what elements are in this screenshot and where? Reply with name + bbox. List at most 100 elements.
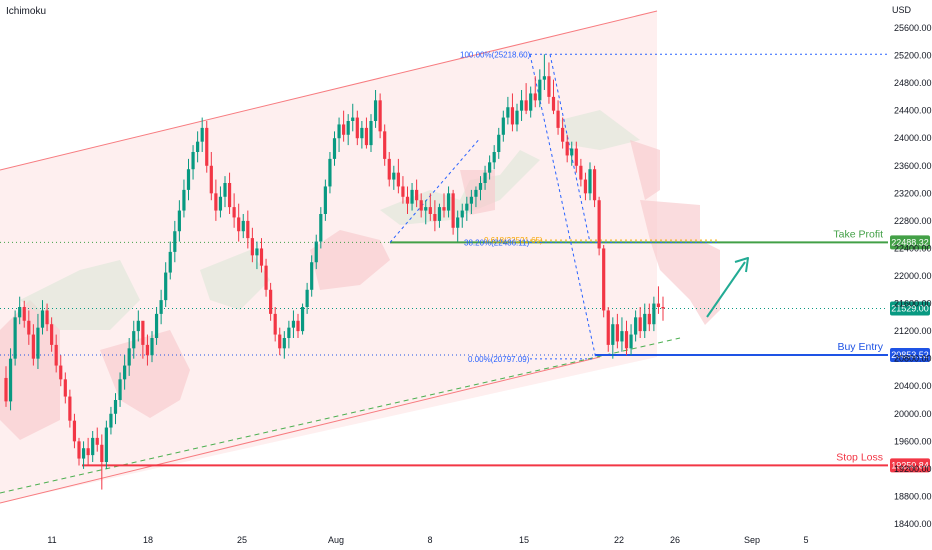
y-tick-label: 19600.00	[894, 436, 932, 446]
candle-body	[369, 121, 373, 146]
candle-body	[538, 79, 542, 101]
candle-body	[392, 172, 396, 180]
candle-body	[63, 379, 67, 397]
candle-body	[50, 324, 54, 345]
candle-body	[529, 93, 533, 111]
candle-body	[620, 331, 624, 342]
candle-body	[54, 344, 58, 366]
y-tick-label: 20000.00	[894, 409, 932, 419]
candle-body	[405, 196, 410, 204]
candle-body	[159, 300, 163, 314]
candle-body	[241, 220, 245, 232]
level-price-label: 22488.32	[891, 237, 929, 247]
y-tick-label: 22000.00	[894, 271, 932, 281]
candle-body	[497, 134, 501, 152]
level-price-tag	[890, 458, 930, 473]
candle-body	[519, 100, 524, 111]
candle-body	[579, 165, 583, 180]
candle-body	[72, 420, 77, 442]
levels-layer: Take Profit 22488.32 Buy Entry 20853.52 Stop…	[0, 228, 930, 473]
currency-label: USD	[892, 5, 912, 15]
y-tick-label: 18800.00	[894, 491, 932, 501]
x-tick-label: 18	[143, 535, 153, 545]
candle-body	[488, 162, 492, 173]
candle-body	[269, 289, 273, 314]
candle-body	[483, 172, 487, 183]
candle-body	[68, 396, 72, 421]
y-tick-label: 23200.00	[894, 188, 932, 198]
candle-body	[209, 165, 213, 194]
y-tick-label: 21600.00	[894, 299, 932, 309]
channel-lower-line	[0, 356, 601, 504]
level-price-label: 19250.84	[891, 460, 929, 470]
candle-body	[86, 448, 90, 456]
candle-body	[387, 158, 391, 180]
level-price-tag	[890, 347, 930, 362]
candle-body	[533, 93, 537, 101]
candle-body	[136, 320, 140, 332]
candle-body	[141, 320, 145, 345]
candle-body	[373, 100, 378, 121]
candle-body	[624, 331, 629, 349]
candle-body	[396, 172, 400, 187]
y-tick-label: 23600.00	[894, 161, 932, 171]
candle-body	[597, 200, 601, 249]
candle-body	[424, 207, 428, 211]
candle-body	[592, 169, 597, 201]
cloud-patch-1	[100, 330, 190, 418]
candle-body	[296, 320, 300, 332]
candle-body	[547, 76, 551, 97]
candle-body	[282, 338, 286, 349]
candle-body	[638, 317, 642, 332]
x-tick-label: 11	[47, 535, 56, 545]
candle-body	[95, 437, 99, 445]
candle-body	[205, 127, 209, 166]
candle-body	[246, 220, 250, 239]
fib-level-label: 100.00%(25218.60)	[460, 50, 531, 59]
projection-arrow-head	[734, 257, 749, 273]
x-tick-label: 26	[670, 535, 680, 545]
candle-body	[13, 317, 17, 359]
cloud-patch-2	[20, 260, 140, 330]
candle-body	[355, 117, 359, 139]
candle-body	[506, 107, 510, 118]
candle-body	[182, 189, 186, 211]
candle-body	[314, 241, 318, 263]
candle-body	[278, 334, 282, 349]
candle-body	[337, 124, 341, 139]
candle-body	[419, 200, 423, 211]
fib-level-label: 38.20%(22486.11)	[464, 239, 530, 248]
y-tick-label: 24800.00	[894, 78, 932, 88]
candle-body	[154, 313, 159, 338]
cloud-patch-9	[640, 200, 720, 325]
candle-body	[250, 238, 254, 256]
candle-body	[492, 152, 496, 163]
y-tick-label: 22800.00	[894, 216, 932, 226]
candle-body	[91, 437, 95, 456]
level-name: Buy Entry	[837, 341, 883, 353]
candle-body	[22, 307, 26, 321]
y-tick-label: 24000.00	[894, 133, 932, 143]
price-axis: 18400.00 18800.00 19200.00 19600.00 20000.00…	[894, 23, 932, 529]
candle-body	[524, 100, 528, 111]
candle-body	[310, 262, 314, 290]
channel-upper-line	[0, 10, 658, 171]
candle-body	[186, 169, 191, 190]
candle-body	[360, 127, 364, 139]
x-tick-label: 8	[427, 535, 432, 545]
x-tick-label: 22	[614, 535, 624, 545]
candle-body	[123, 365, 127, 380]
candle-body	[81, 448, 86, 459]
candle-body	[232, 207, 236, 218]
candle-body	[410, 189, 414, 204]
candle-body	[291, 320, 296, 328]
candle-body	[100, 444, 104, 462]
candle-body	[570, 148, 574, 156]
candle-body	[415, 189, 419, 201]
candle-body	[606, 310, 610, 345]
last-price-label: 21529.00	[891, 303, 929, 313]
candle-body	[561, 127, 565, 142]
fib-swing-line-2	[549, 54, 591, 243]
